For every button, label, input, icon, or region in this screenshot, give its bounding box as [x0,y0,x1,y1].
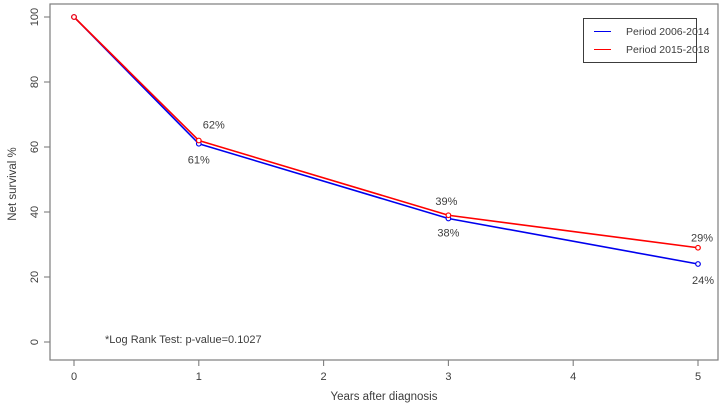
point-label: 62% [203,119,225,131]
point-label: 39% [435,196,457,208]
legend-label: Period 2015-2018 [626,43,710,56]
x-tick-label: 1 [196,371,202,383]
legend-label: Period 2006-2014 [626,25,710,38]
point-labels: 61% 38% 24% 62% 39% 29% [188,119,714,287]
x-tick-label: 3 [445,371,451,383]
x-tick-label: 4 [570,371,576,383]
y-tick-label: 80 [29,76,41,88]
legend: Period 2006-2014 Period 2015-2018 [583,18,709,63]
plot-border [49,3,719,361]
legend-line-sample-icon [594,31,611,32]
legend-row-period-2006-2014: Period 2006-2014 [594,26,709,38]
series-line-0 [73,16,699,265]
x-tick-label: 5 [695,371,701,383]
point-label: 38% [437,227,459,239]
y-tick-label: 100 [29,8,41,26]
point-label: 29% [691,233,713,245]
data-point-marker-icon [445,212,452,219]
data-series [71,14,701,267]
y-tick-label: 60 [29,141,41,153]
y-axis-title: Net survival % [7,147,19,221]
legend-line-sample-icon [594,49,611,50]
y-tick-label: 20 [29,271,41,283]
log-rank-annotation: *Log Rank Test: p-value=0.1027 [105,334,262,346]
legend-row-period-2015-2018: Period 2015-2018 [594,44,709,56]
axis-ticks: 0 1 2 3 4 5 0 20 40 60 80 100 [29,8,701,383]
data-point-marker-icon [695,261,701,267]
y-tick-label: 0 [29,339,41,345]
point-label: 24% [692,275,714,287]
data-point-marker-icon [695,244,701,251]
point-label: 61% [188,155,210,167]
data-point-marker-icon [71,14,77,20]
x-axis-title: Years after diagnosis [330,391,438,403]
y-tick-label: 40 [29,206,41,218]
data-point-marker-icon [195,137,202,144]
series-line-1 [73,16,699,249]
x-tick-label: 2 [321,371,327,383]
x-tick-label: 0 [71,371,77,383]
